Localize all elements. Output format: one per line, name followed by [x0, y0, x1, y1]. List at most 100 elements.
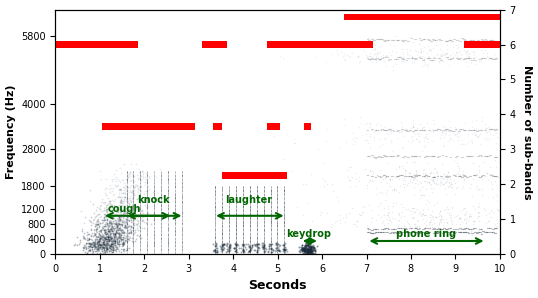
Point [102, 246, 110, 251]
Point [108, 221, 117, 226]
Point [112, 223, 121, 227]
Point [267, 242, 276, 247]
Point [245, 248, 254, 252]
Point [300, 246, 309, 251]
Point [107, 235, 116, 240]
Point [121, 230, 130, 235]
Point [113, 241, 122, 246]
Point [119, 239, 128, 244]
Point [369, 178, 377, 183]
Point [297, 245, 306, 250]
Point [475, 218, 484, 223]
Point [140, 182, 149, 187]
Point [137, 218, 146, 223]
Point [458, 172, 467, 176]
Point [105, 252, 114, 256]
Point [101, 236, 109, 241]
Point [108, 204, 117, 209]
Point [304, 241, 313, 246]
Point [104, 226, 112, 230]
Point [415, 133, 423, 138]
Point [132, 222, 140, 227]
Point [129, 190, 138, 195]
Point [111, 226, 119, 230]
Point [409, 123, 417, 128]
Point [117, 223, 126, 228]
Point [373, 173, 381, 178]
Point [111, 218, 119, 223]
Point [103, 222, 111, 226]
Point [274, 248, 283, 252]
Point [447, 136, 456, 141]
Point [119, 248, 128, 252]
Point [121, 210, 129, 215]
Point [448, 52, 456, 57]
Point [432, 181, 441, 186]
Point [253, 245, 262, 250]
Point [117, 220, 126, 225]
Point [80, 231, 88, 235]
Point [279, 55, 288, 60]
Point [119, 241, 128, 246]
Point [406, 48, 414, 52]
Point [121, 195, 129, 199]
Point [123, 210, 131, 215]
Point [126, 229, 135, 234]
Point [480, 127, 489, 132]
Point [85, 247, 94, 252]
Point [448, 184, 456, 189]
Point [122, 198, 131, 203]
Point [97, 243, 105, 247]
Point [124, 201, 133, 206]
Point [109, 247, 117, 252]
Point [351, 171, 359, 176]
Point [127, 183, 136, 188]
Point [89, 221, 97, 225]
Point [428, 190, 436, 194]
Point [435, 211, 444, 216]
Point [132, 222, 141, 226]
Point [457, 186, 466, 190]
Point [127, 218, 136, 223]
Point [127, 230, 136, 235]
Point [298, 249, 306, 253]
Point [114, 209, 123, 214]
Point [78, 227, 87, 232]
Point [98, 197, 107, 201]
Point [408, 130, 417, 134]
Point [367, 208, 376, 213]
Point [395, 54, 404, 58]
Point [416, 53, 424, 58]
Point [265, 243, 274, 247]
Point [116, 216, 125, 221]
Point [298, 212, 307, 217]
Point [480, 48, 489, 52]
Point [115, 248, 123, 253]
Point [239, 242, 247, 247]
Point [314, 147, 323, 152]
Point [346, 55, 355, 60]
Point [114, 227, 122, 232]
Point [303, 249, 312, 254]
Point [119, 240, 128, 244]
Point [124, 224, 132, 229]
Point [426, 220, 434, 224]
Point [449, 44, 457, 49]
Point [367, 47, 376, 52]
Point [219, 243, 228, 247]
Point [500, 50, 509, 55]
Point [410, 209, 419, 214]
Point [408, 122, 417, 127]
Point [410, 221, 419, 226]
Point [306, 245, 314, 250]
Point [307, 245, 315, 250]
Point [472, 173, 481, 178]
Point [86, 241, 94, 246]
Point [90, 244, 99, 249]
Point [306, 244, 315, 249]
Point [297, 246, 306, 251]
Point [333, 51, 342, 56]
Point [385, 210, 393, 215]
Point [86, 244, 95, 249]
Point [126, 234, 134, 239]
